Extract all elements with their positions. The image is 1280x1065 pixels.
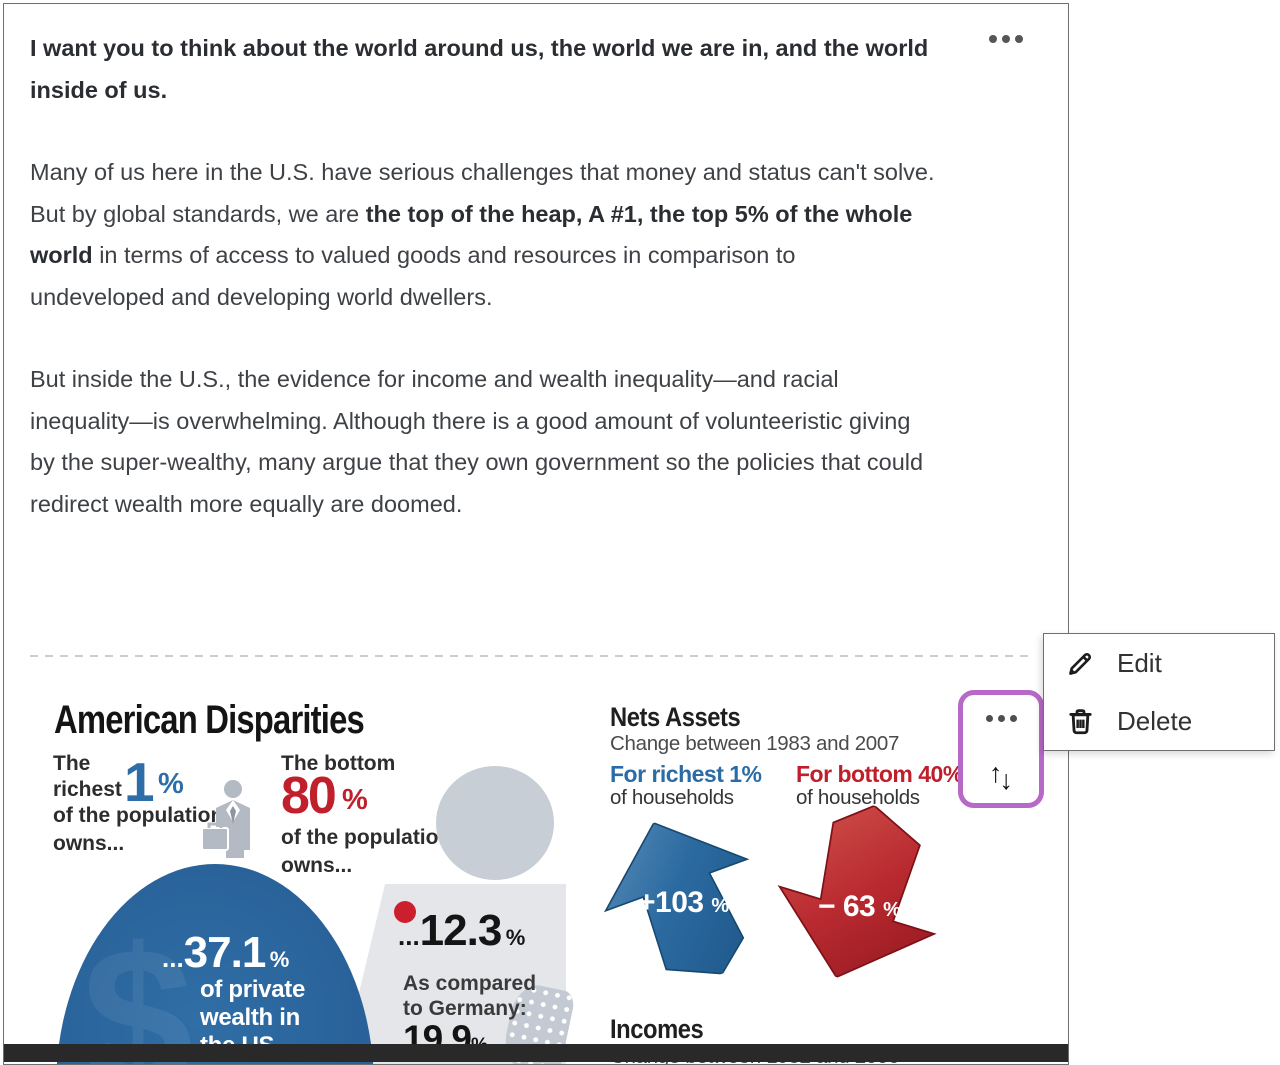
net-assets-subheading: Change between 1983 and 2007 xyxy=(610,732,900,755)
incomes-heading: Incomes xyxy=(610,1014,704,1044)
infographic-title: American Disparities xyxy=(54,698,365,742)
red-dot-icon xyxy=(394,901,416,923)
richest-unit: % xyxy=(158,768,184,800)
image-block-controls: ↑ ↓ xyxy=(958,690,1044,808)
richest-line2: richest xyxy=(53,778,122,801)
image-block-menu-button[interactable] xyxy=(985,715,1017,722)
wealth-line1: of private xyxy=(200,976,306,1003)
businessman-icon xyxy=(201,780,250,858)
red-down-arrow xyxy=(754,785,970,1003)
infographic-bottom-bar xyxy=(4,1044,1068,1062)
richest-households-label: For richest 1% xyxy=(610,761,762,787)
germany-line1: As compared xyxy=(403,972,537,995)
infographic-image[interactable]: American Disparities The richest 1 % of … xyxy=(4,688,1067,1065)
germany-line2: to Germany: xyxy=(403,997,527,1020)
block-menu-button[interactable] xyxy=(983,26,1029,52)
paragraph-three: But inside the U.S., the evidence for in… xyxy=(30,366,924,517)
edit-menu-item[interactable]: Edit xyxy=(1044,634,1274,692)
richest-households-sub: of households xyxy=(610,786,734,809)
bottom-value: 80 xyxy=(281,767,337,825)
bottom-line1: The bottom xyxy=(281,752,396,775)
richest-line4: owns... xyxy=(53,832,125,855)
dollar-watermark: $ xyxy=(82,907,194,1065)
germany-value-row: ...12.3 % xyxy=(398,906,526,955)
blue-up-arrow xyxy=(579,796,786,1006)
pencil-icon xyxy=(1069,652,1092,675)
richest-line3: of the population xyxy=(53,804,224,827)
wealth-value-row: ...37.1 % xyxy=(162,928,290,977)
move-block-button[interactable]: ↑ ↓ xyxy=(989,758,1013,795)
paragraph-two: Many of us here in the U.S. have serious… xyxy=(30,159,935,310)
ellipsis-icon xyxy=(989,35,997,43)
trash-icon xyxy=(1069,708,1092,734)
bottom-line2: of the population xyxy=(281,826,452,849)
block-context-menu: Edit Delete xyxy=(1043,633,1275,751)
delete-menu-item[interactable]: Delete xyxy=(1044,692,1274,750)
paragraph-intro: I want you to think about the world arou… xyxy=(30,35,929,103)
content-block-card: I want you to think about the world arou… xyxy=(3,3,1069,1065)
bottom-households-sub: of households xyxy=(796,786,920,809)
document-text: I want you to think about the world arou… xyxy=(30,28,936,525)
richest-line1: The xyxy=(53,752,91,775)
wealth-line2: wealth in xyxy=(200,1004,300,1031)
block-divider xyxy=(30,655,1034,657)
bottom-unit: % xyxy=(342,784,368,816)
bottom-households-label: For bottom 40% xyxy=(796,761,963,787)
ellipsis-icon xyxy=(985,715,993,722)
richest-value: 1 xyxy=(124,751,155,813)
move-up-down-icon: ↑ xyxy=(989,758,1003,788)
richest-change-label: +103 % xyxy=(638,886,729,919)
bottom-change-label: − 63 % xyxy=(818,890,901,923)
gray-circle-shape xyxy=(436,766,554,880)
bottom-line3: owns... xyxy=(281,854,353,877)
net-assets-heading: Nets Assets xyxy=(610,702,741,732)
